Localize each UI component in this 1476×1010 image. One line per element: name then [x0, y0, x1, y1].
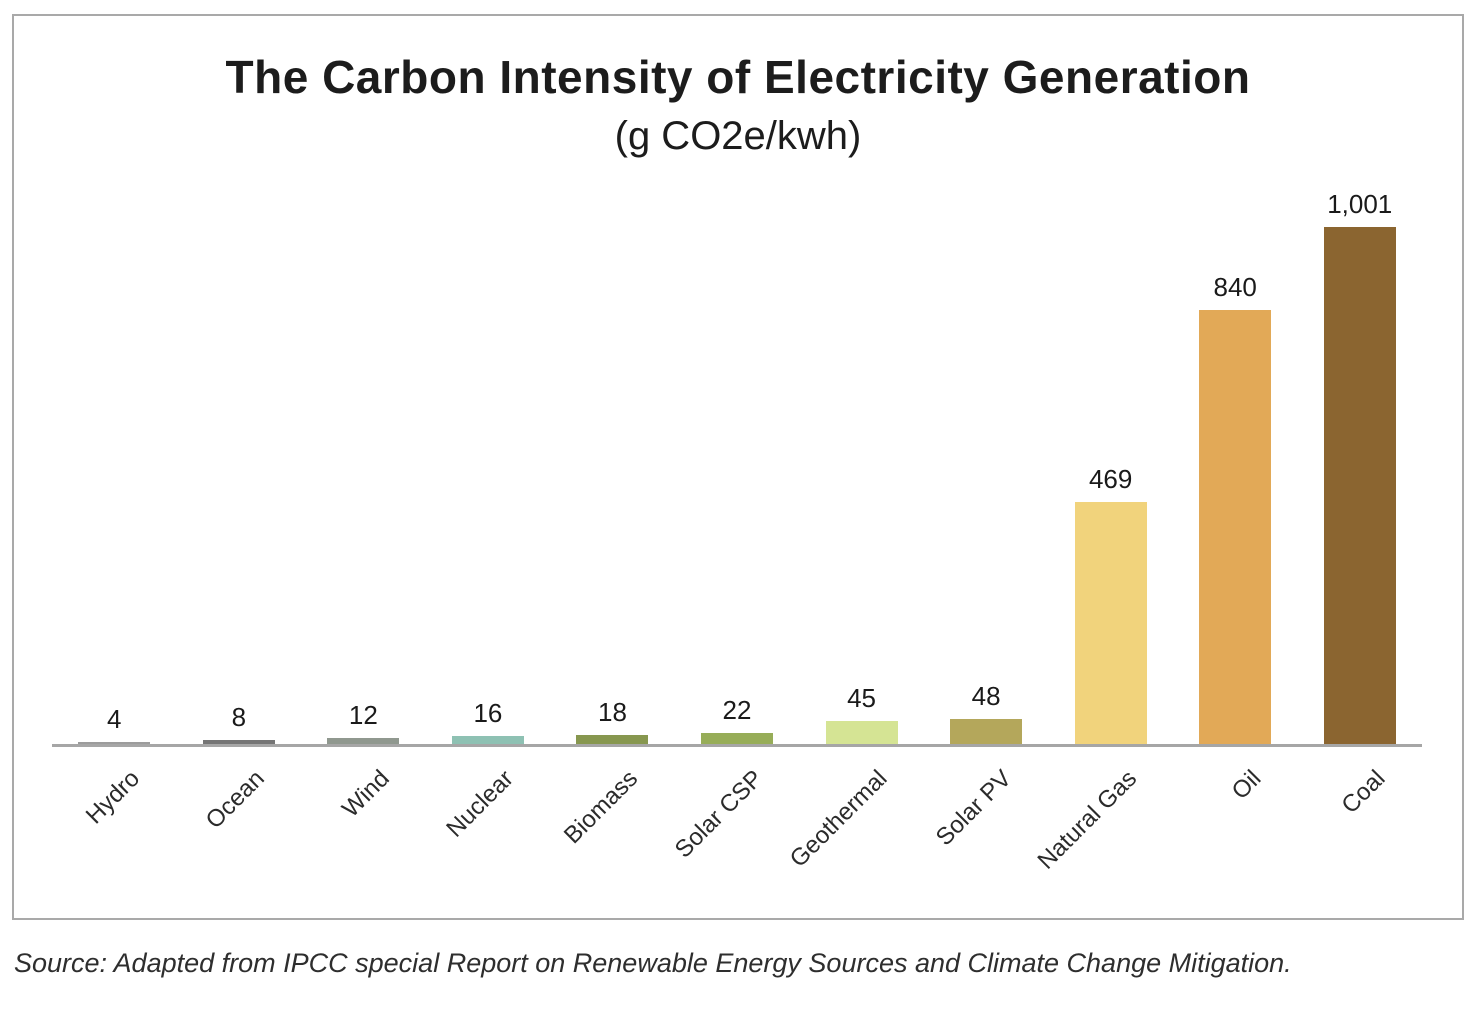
x-label-slot: Wind: [301, 749, 426, 924]
bar-column: 16: [426, 16, 551, 744]
bar-column: 22: [675, 16, 800, 744]
x-label-slot: Oil: [1173, 749, 1298, 924]
bar-geothermal: [825, 721, 898, 744]
bar-value-label: 4: [107, 704, 122, 734]
bar-value-label: 840: [1213, 272, 1257, 302]
x-axis-label: Solar PV: [931, 765, 1018, 852]
bar-hydro: [78, 742, 151, 744]
x-axis-label: Geothermal: [784, 765, 893, 873]
chart-title: The Carbon Intensity of Electricity Gene…: [225, 51, 1251, 103]
bar-coal: [1323, 227, 1396, 744]
x-axis-label: Nuclear: [441, 765, 520, 843]
x-label-slot: Coal: [1297, 749, 1422, 924]
x-label-slot: Ocean: [177, 749, 302, 924]
bar-column: 12: [301, 16, 426, 744]
chart-container: The Carbon Intensity of Electricity Gene…: [12, 14, 1464, 920]
bar-solar-csp: [701, 733, 773, 744]
bar-column: 8: [177, 16, 302, 744]
x-label-slot: Solar CSP: [670, 749, 800, 924]
plot-area: 4 8 12 16 18 22 45 48 469 840 1,001: [52, 16, 1422, 744]
bar-value-label: 469: [1088, 464, 1133, 494]
x-axis-label: Oil: [1226, 765, 1267, 805]
bar-value-label: 8: [231, 702, 247, 732]
bar-column: 469: [1048, 16, 1173, 744]
x-axis-line: [52, 744, 1422, 747]
bar-ocean: [202, 740, 275, 744]
x-label-slot: Hydro: [52, 749, 177, 924]
x-label-slot: Biomass: [550, 749, 675, 924]
bar-value-label: 1,001: [1327, 189, 1393, 219]
bar-value-label: 18: [598, 697, 627, 727]
x-axis-label: Biomass: [559, 765, 644, 850]
bar-column: 1,001: [1297, 16, 1422, 744]
x-axis-label: Ocean: [200, 765, 270, 835]
bar-value-label: 16: [473, 698, 503, 728]
x-axis-label: Solar CSP: [669, 765, 769, 864]
bar-column: 18: [550, 16, 675, 744]
title-block: The Carbon Intensity of Electricity Gene…: [14, 50, 1462, 159]
x-label-slot: Natural Gas: [1032, 749, 1173, 924]
x-axis-label: Coal: [1336, 765, 1391, 819]
bar-biomass: [576, 735, 649, 744]
x-axis-label: Hydro: [81, 765, 146, 830]
bar-column: 4: [52, 16, 177, 744]
bar-nuclear: [451, 736, 524, 744]
x-label-slot: Nuclear: [426, 749, 551, 924]
x-axis-label: Wind: [336, 765, 395, 823]
bar-column: 48: [924, 16, 1049, 744]
x-label-slot: Solar PV: [924, 749, 1049, 924]
x-axis-labels: Hydro Ocean Wind Nuclear Biomass Solar CSP Geo…: [52, 749, 1422, 924]
x-axis-label: Natural Gas: [1032, 765, 1142, 875]
bar-solar-pv: [950, 719, 1023, 744]
bar-value-label: 12: [348, 700, 378, 730]
x-label-slot: Geothermal: [785, 749, 924, 924]
bar-wind: [327, 738, 400, 744]
bar-column: 840: [1173, 16, 1298, 744]
bar-column: 45: [799, 16, 924, 744]
bar-value-label: 22: [722, 695, 752, 725]
source-note: Source: Adapted from IPCC special Report…: [14, 948, 1292, 978]
chart-subtitle: (g CO2e/kwh): [614, 114, 862, 158]
bar-oil: [1199, 310, 1272, 744]
bar-natural-gas: [1074, 502, 1147, 744]
bar-value-label: 45: [847, 683, 877, 713]
bar-value-label: 48: [971, 681, 1001, 711]
